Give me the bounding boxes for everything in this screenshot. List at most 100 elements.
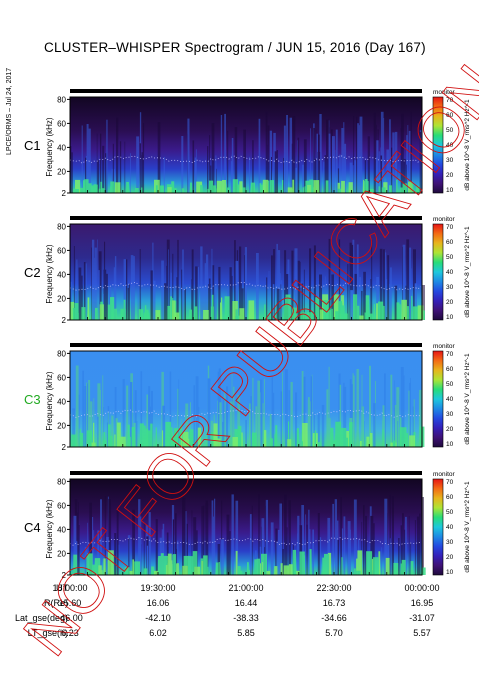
y-tick-label: 20 <box>57 167 66 176</box>
colorbar-tag: monitor <box>433 471 456 478</box>
axis-row-label: UT <box>56 583 68 593</box>
y-tick-label: 80 <box>57 349 66 358</box>
plasma-frequency-line <box>69 155 422 164</box>
colorbar <box>432 350 444 448</box>
panel-label: C3 <box>24 392 41 407</box>
low-frequency-band <box>73 549 426 575</box>
axis-row-label: R(Re) <box>44 598 68 608</box>
y-tick-label: 40 <box>57 270 66 279</box>
y-tick-label: 80 <box>57 477 66 486</box>
chart-title: CLUSTER–WHISPER Spectrogram / JUN 15, 20… <box>44 40 426 55</box>
y-tick-label: 80 <box>57 95 66 104</box>
panel-top-bar <box>70 343 422 347</box>
colorbar-tick-label: 70 <box>446 351 454 358</box>
y-tick-label: 60 <box>57 119 66 128</box>
axis-row-label: Lat_gse(deg) <box>15 613 68 623</box>
axis-row-value: 16.73 <box>323 598 346 608</box>
colorbar-tick-label: 70 <box>446 479 454 486</box>
axis-row-value: -31.07 <box>409 613 435 623</box>
colorbar-tick-label: 60 <box>446 239 454 246</box>
colorbar-tick-label: 40 <box>446 142 454 149</box>
axis-row-label: LT_gse(h) <box>28 628 68 638</box>
colorbar-tick-label: 40 <box>446 269 454 276</box>
colorbar-tick-label: 20 <box>446 426 454 433</box>
panel-label: C1 <box>24 138 41 153</box>
axis-row-value: 18:00:00 <box>52 583 87 593</box>
axis-row-value: 21:00:00 <box>228 583 263 593</box>
axis-row-value: 16.44 <box>235 598 258 608</box>
axis-row-value: 19:30:00 <box>140 583 175 593</box>
axis-row-value: -42.10 <box>145 613 171 623</box>
panel-c2: 2 20 40 60 80 Frequency (kHz) C2 monitor 10 20 30 4… <box>24 216 471 325</box>
y-tick-label: 20 <box>57 421 66 430</box>
panel-c4: 2 20 40 60 80 Frequency (kHz) C4 monitor 10 20 30 4… <box>24 471 471 580</box>
colorbar-label: dB above 10^-8 V_rms^2 Hz^-1 <box>464 353 471 445</box>
plasma-frequency-line <box>69 281 422 291</box>
colorbar-tick-label: 20 <box>446 172 454 179</box>
axis-row-value: 5.70 <box>325 628 343 638</box>
colorbar-tick-label: 30 <box>446 539 454 546</box>
colorbar-tick-label: 30 <box>446 411 454 418</box>
colorbar-tick-label: 60 <box>446 494 454 501</box>
panel-c3: 2 20 40 60 80 Frequency (kHz) C3 monitor 10 20 30 4… <box>24 343 471 452</box>
panel-label: C2 <box>24 265 41 280</box>
colorbar-tick-label: 60 <box>446 112 454 119</box>
y-tick-label: 60 <box>57 246 66 255</box>
colorbar-tick-label: 10 <box>446 314 454 321</box>
y-tick-label: 2 <box>62 443 67 452</box>
colorbar-tick-label: 10 <box>446 569 454 576</box>
colorbar-tick-label: 10 <box>446 187 454 194</box>
y-axis-label: Frequency (kHz) <box>45 499 54 558</box>
y-tick-label: 20 <box>57 549 66 558</box>
colorbar-tag: monitor <box>433 89 456 96</box>
panel-top-bar <box>70 471 422 475</box>
y-tick-label: 40 <box>57 143 66 152</box>
y-axis-label: Frequency (kHz) <box>45 371 54 430</box>
colorbar-tick-label: 20 <box>446 554 454 561</box>
colorbar-label: dB above 10^-8 V_rms^2 Hz^-1 <box>464 481 471 573</box>
spectrogram-texture <box>72 365 422 447</box>
y-tick-label: 2 <box>62 571 67 580</box>
y-tick-label: 2 <box>62 316 67 325</box>
spectrogram-texture <box>70 238 425 320</box>
colorbar-tick-label: 30 <box>446 157 454 164</box>
panel-c1: 2 20 40 60 80 Frequency (kHz) C1 monitor 10 20 30 4… <box>24 89 471 198</box>
axis-row-value: 6.23 <box>61 628 79 638</box>
colorbar-label: dB above 10^-8 V_rms^2 Hz^-1 <box>464 99 471 191</box>
panel-top-bar <box>70 216 422 220</box>
colorbar-tag: monitor <box>433 343 456 350</box>
colorbar-tick-label: 70 <box>446 97 454 104</box>
y-tick-label: 2 <box>62 189 67 198</box>
colorbar <box>432 96 444 194</box>
y-tick-label: 20 <box>57 294 66 303</box>
y-axis-label: Frequency (kHz) <box>45 117 54 176</box>
y-tick-label: 80 <box>57 222 66 231</box>
axis-row-value: 5.85 <box>237 628 255 638</box>
panel-label: C4 <box>24 520 41 535</box>
colorbar-tick-label: 10 <box>446 441 454 448</box>
colorbar-tick-label: 70 <box>446 224 454 231</box>
panel-top-bar <box>70 89 422 93</box>
colorbar-tick-label: 50 <box>446 381 454 388</box>
axis-row-value: 00:00:00 <box>404 583 439 593</box>
colorbar-tick-label: 60 <box>446 366 454 373</box>
y-tick-label: 40 <box>57 525 66 534</box>
y-tick-label: 60 <box>57 373 66 382</box>
axis-row-value: 15.60 <box>59 598 82 608</box>
axis-row-value: 22:30:00 <box>316 583 351 593</box>
colorbar-tick-label: 50 <box>446 127 454 134</box>
colorbar-tag: monitor <box>433 216 456 223</box>
y-tick-label: 60 <box>57 501 66 510</box>
axis-row-value: 16.06 <box>147 598 170 608</box>
colorbar <box>432 223 444 321</box>
colorbar-tick-label: 40 <box>446 396 454 403</box>
axis-row-value: 6.02 <box>149 628 167 638</box>
colorbar-tick-label: 50 <box>446 254 454 261</box>
plasma-frequency-line <box>69 537 422 546</box>
y-tick-label: 40 <box>57 397 66 406</box>
axis-row-value: 5.57 <box>413 628 431 638</box>
colorbar-tick-label: 50 <box>446 509 454 516</box>
colorbar-tick-label: 40 <box>446 524 454 531</box>
axis-row-value: 16.95 <box>411 598 434 608</box>
